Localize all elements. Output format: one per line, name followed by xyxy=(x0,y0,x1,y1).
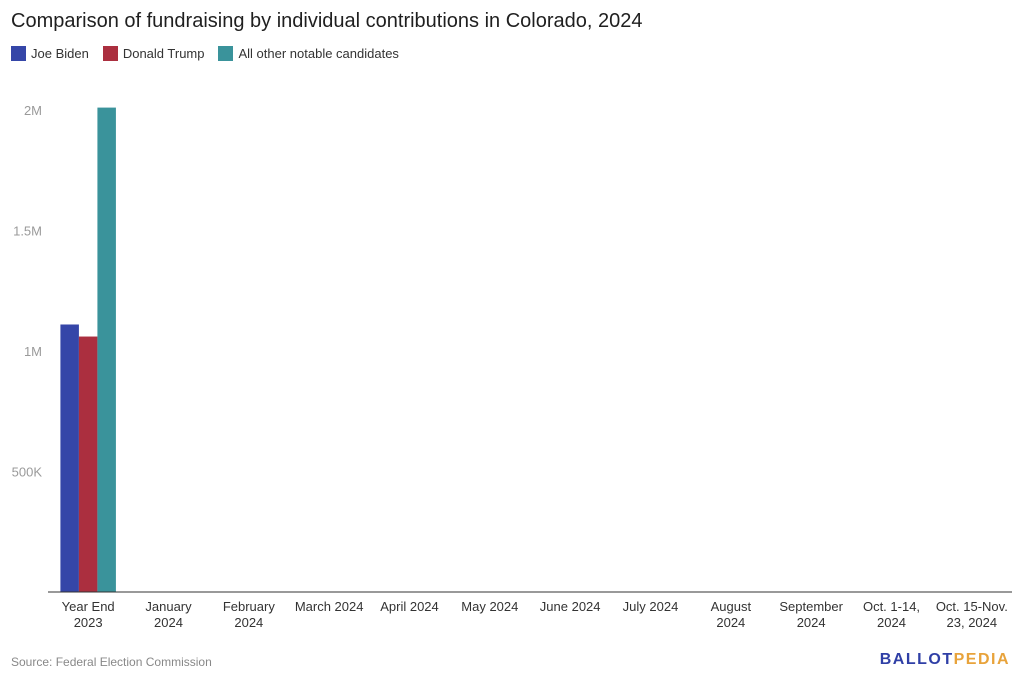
ballotpedia-logo: BALLOTPEDIA xyxy=(880,651,1010,669)
x-tick-label: 2023 xyxy=(74,615,103,630)
y-tick-label: 2M xyxy=(24,103,42,118)
legend-label-biden: Joe Biden xyxy=(31,46,89,61)
x-tick-label: January xyxy=(145,599,192,614)
x-tick-label: June 2024 xyxy=(540,599,601,614)
x-tick-label: 2024 xyxy=(154,615,183,630)
legend-swatch-biden xyxy=(11,46,26,61)
x-tick-label: September xyxy=(779,599,843,614)
y-tick-label: 1M xyxy=(24,344,42,359)
legend-label-others: All other notable candidates xyxy=(238,46,399,61)
logo-pedia: PEDIA xyxy=(953,651,1010,668)
x-tick-label: May 2024 xyxy=(461,599,518,614)
x-tick-label: August xyxy=(711,599,752,614)
bar-joe-biden xyxy=(60,324,79,592)
bar-donald-trump xyxy=(78,336,98,592)
x-tick-label: Oct. 15-Nov. xyxy=(936,599,1008,614)
legend-swatch-trump xyxy=(102,46,118,61)
y-tick-label: 500K xyxy=(12,465,43,480)
x-tick-label: Year End xyxy=(62,599,115,614)
y-tick-label: 1.5M xyxy=(13,224,42,239)
legend-item-biden[interactable]: Joe Biden xyxy=(11,46,89,61)
bar-all-other-notable-candidates xyxy=(97,107,116,592)
logo-ballot: BALLOT xyxy=(879,651,954,668)
legend-item-others[interactable]: All other notable candidates xyxy=(218,46,399,61)
x-tick-label: April 2024 xyxy=(380,599,439,614)
x-tick-label: 2024 xyxy=(716,615,745,630)
x-tick-label: 2024 xyxy=(797,615,826,630)
legend-item-trump[interactable]: Donald Trump xyxy=(102,46,205,61)
x-tick-label: Oct. 1-14, xyxy=(863,599,920,614)
x-tick-label: July 2024 xyxy=(623,599,679,614)
legend-swatch-others xyxy=(218,46,234,61)
x-tick-label: 23, 2024 xyxy=(947,615,998,630)
chart-title: Comparison of fundraising by individual … xyxy=(11,10,643,32)
x-tick-label: February xyxy=(223,599,276,614)
source-note: Source: Federal Election Commission xyxy=(11,655,212,669)
legend-label-trump: Donald Trump xyxy=(122,46,205,61)
x-tick-label: 2024 xyxy=(877,615,906,630)
legend: Joe Biden Donald Trump All other notable… xyxy=(11,46,399,61)
x-tick-label: 2024 xyxy=(234,615,263,630)
x-tick-label: March 2024 xyxy=(295,599,364,614)
